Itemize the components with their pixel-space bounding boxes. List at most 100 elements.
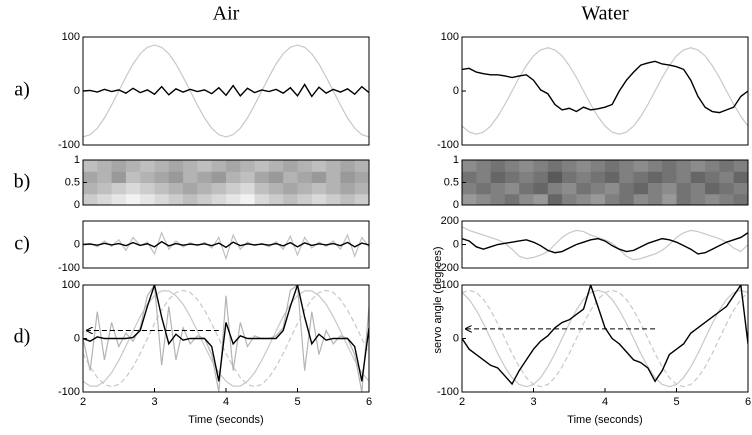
heat-cell: [719, 193, 735, 205]
heat-cell: [197, 182, 213, 195]
panel: -100 0 100: [58, 31, 370, 151]
heat-cell: [168, 193, 184, 205]
heat-cell: [297, 171, 313, 183]
heat-cell: [83, 182, 98, 195]
heat-cell: [254, 171, 270, 183]
heat-cell: [154, 160, 170, 172]
heat-cell: [633, 171, 649, 183]
heat-cell: [605, 182, 620, 195]
x-axis-label: Time (seconds): [188, 414, 263, 426]
heat-cell: [226, 182, 241, 195]
heat-cell: [705, 171, 720, 183]
heat-cell: [340, 171, 356, 183]
y-tick-label: -100: [58, 386, 80, 398]
y-tick-label: 0: [74, 238, 80, 250]
heat-cell: [619, 193, 635, 205]
panel: -100 0 100 2 3 4 5 6 Time (seconds) servo angle (…: [432, 246, 751, 425]
y-axis-label: servo angle (degrees): [432, 246, 444, 353]
heat-cell: [462, 171, 477, 183]
heat-cell: [676, 171, 692, 183]
plot-area: [83, 285, 369, 392]
heat-cell: [733, 171, 748, 183]
heat-cell: [647, 193, 663, 205]
heat-cell: [733, 182, 748, 195]
heat-cell: [547, 160, 563, 172]
heat-cell: [605, 193, 620, 205]
panel: -100 0 100: [437, 31, 749, 151]
heat-cell: [154, 182, 170, 195]
heat-cell: [519, 160, 534, 172]
heat-cell: [268, 182, 284, 195]
x-tick-label: 5: [673, 396, 679, 408]
heat-cell: [254, 182, 270, 195]
heat-cell: [547, 193, 563, 205]
heat-cell: [297, 182, 313, 195]
heat-cell: [340, 160, 356, 172]
heat-cell: [226, 171, 241, 183]
heat-cell: [340, 193, 356, 205]
heat-cell: [154, 193, 170, 205]
heat-cell: [619, 182, 635, 195]
y-tick-label: 0.5: [65, 176, 80, 188]
heat-cell: [519, 193, 534, 205]
heat-cell: [547, 171, 563, 183]
line-series: [462, 285, 748, 386]
heat-cell: [476, 182, 492, 195]
heat-cell: [676, 193, 692, 205]
heat-cell: [676, 160, 692, 172]
heat-cell: [140, 193, 155, 205]
heat-cell: [504, 193, 520, 205]
y-tick-label: -100: [437, 139, 459, 151]
heat-cell: [226, 160, 241, 172]
heat-cell: [97, 182, 113, 195]
heat-cell: [311, 193, 327, 205]
heat-cell: [140, 182, 155, 195]
line-series: [83, 290, 369, 387]
heat-cell: [647, 171, 663, 183]
heat-cell: [326, 193, 341, 205]
x-tick-label: 3: [530, 396, 536, 408]
panel: -200 0 200: [437, 215, 749, 274]
heat-cell: [125, 171, 141, 183]
heat-cell: [647, 182, 663, 195]
heat-cell: [354, 171, 369, 183]
y-tick-label: 100: [441, 279, 459, 291]
heat-cell: [576, 171, 592, 183]
heat-cell: [676, 182, 692, 195]
heat-cell: [633, 193, 649, 205]
heat-cell: [519, 182, 534, 195]
heat-cell: [97, 160, 113, 172]
heat-cell: [168, 160, 184, 172]
heat-cell: [504, 182, 520, 195]
row-label: a): [14, 79, 30, 101]
heat-cell: [590, 171, 606, 183]
heat-cell: [490, 160, 506, 172]
y-tick-label: 0.5: [444, 176, 459, 188]
x-tick-label: 6: [366, 396, 372, 408]
y-tick-label: 0: [453, 199, 459, 211]
heat-cell: [254, 193, 270, 205]
heat-cell: [519, 171, 534, 183]
line-series: [83, 44, 369, 138]
heat-cell: [690, 193, 706, 205]
heat-cell: [490, 171, 506, 183]
heat-cell: [283, 160, 298, 172]
line-series: [462, 226, 748, 261]
heat-cell: [354, 160, 369, 172]
heat-cell: [125, 160, 141, 172]
axes-frame: [461, 220, 749, 269]
plot-area: [462, 160, 748, 205]
heat-cell: [211, 193, 227, 205]
line-series: [462, 289, 748, 388]
heat-cell: [226, 193, 241, 205]
plot-area: [83, 160, 369, 205]
row-label: b): [14, 171, 31, 193]
y-tick-label: 0: [74, 199, 80, 211]
line-series: [462, 232, 748, 255]
y-tick-label: 200: [441, 215, 459, 227]
x-tick-label: 3: [151, 396, 157, 408]
heat-cell: [240, 182, 256, 195]
plot-area: [83, 231, 369, 261]
heat-cell: [168, 182, 184, 195]
